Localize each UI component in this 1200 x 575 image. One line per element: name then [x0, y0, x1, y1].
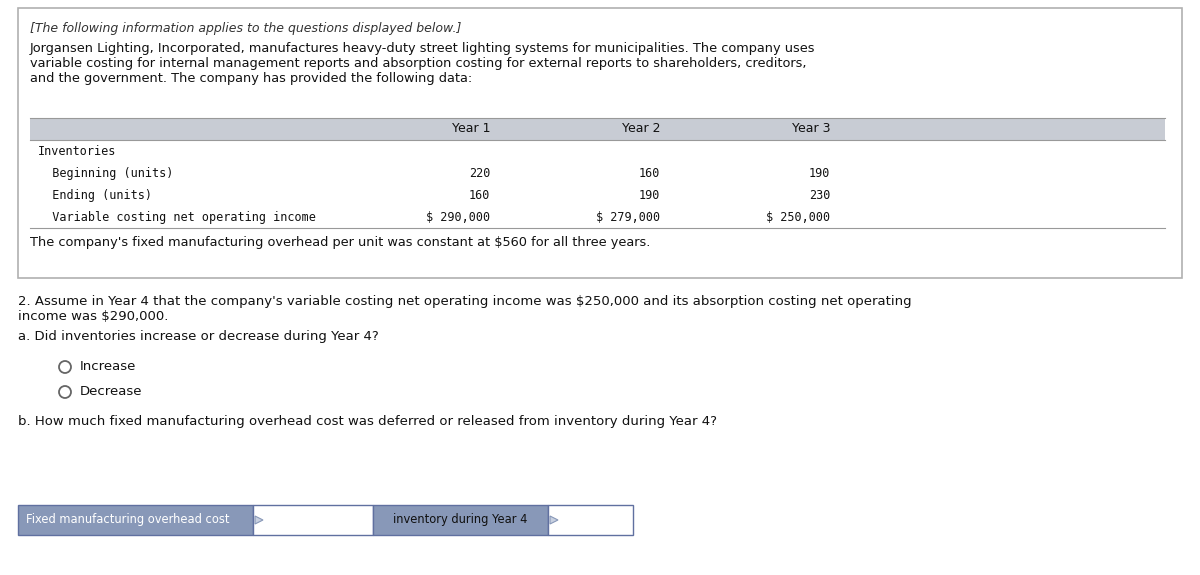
Text: a. Did inventories increase or decrease during Year 4?: a. Did inventories increase or decrease …: [18, 330, 379, 343]
Text: 2. Assume in Year 4 that the company's variable costing net operating income was: 2. Assume in Year 4 that the company's v…: [18, 295, 912, 323]
Bar: [373, 505, 548, 535]
Text: Fixed manufacturing overhead cost: Fixed manufacturing overhead cost: [26, 513, 229, 527]
Text: Jorgansen Lighting, Incorporated, manufactures heavy-duty street lighting system: Jorgansen Lighting, Incorporated, manufa…: [30, 42, 816, 85]
Text: Decrease: Decrease: [80, 385, 143, 398]
Bar: [30, 184, 1165, 206]
Text: 220: 220: [469, 167, 490, 180]
Bar: [18, 8, 1182, 278]
Text: Year 2: Year 2: [622, 122, 660, 135]
Bar: [30, 140, 1165, 162]
Text: Ending (units): Ending (units): [38, 189, 152, 202]
Bar: [18, 505, 253, 535]
Bar: [548, 505, 634, 535]
Polygon shape: [256, 516, 263, 524]
Text: Inventories: Inventories: [38, 145, 116, 158]
Text: The company's fixed manufacturing overhead per unit was constant at $560 for all: The company's fixed manufacturing overhe…: [30, 236, 650, 249]
Bar: [30, 162, 1165, 184]
Text: 160: 160: [469, 189, 490, 202]
Text: Year 1: Year 1: [451, 122, 490, 135]
Text: Increase: Increase: [80, 360, 137, 373]
Bar: [30, 118, 1165, 140]
Text: 160: 160: [638, 167, 660, 180]
Text: inventory during Year 4: inventory during Year 4: [392, 513, 527, 527]
Text: $ 250,000: $ 250,000: [766, 211, 830, 224]
Text: 190: 190: [809, 167, 830, 180]
Text: Beginning (units): Beginning (units): [38, 167, 173, 180]
Text: 190: 190: [638, 189, 660, 202]
Bar: [30, 206, 1165, 228]
Text: b. How much fixed manufacturing overhead cost was deferred or released from inve: b. How much fixed manufacturing overhead…: [18, 415, 718, 428]
Text: $ 290,000: $ 290,000: [426, 211, 490, 224]
Text: $ 279,000: $ 279,000: [596, 211, 660, 224]
Text: Variable costing net operating income: Variable costing net operating income: [38, 211, 316, 224]
Polygon shape: [550, 516, 558, 524]
Text: 230: 230: [809, 189, 830, 202]
Text: Year 3: Year 3: [792, 122, 830, 135]
Text: [The following information applies to the questions displayed below.]: [The following information applies to th…: [30, 22, 461, 35]
Bar: [253, 505, 373, 535]
